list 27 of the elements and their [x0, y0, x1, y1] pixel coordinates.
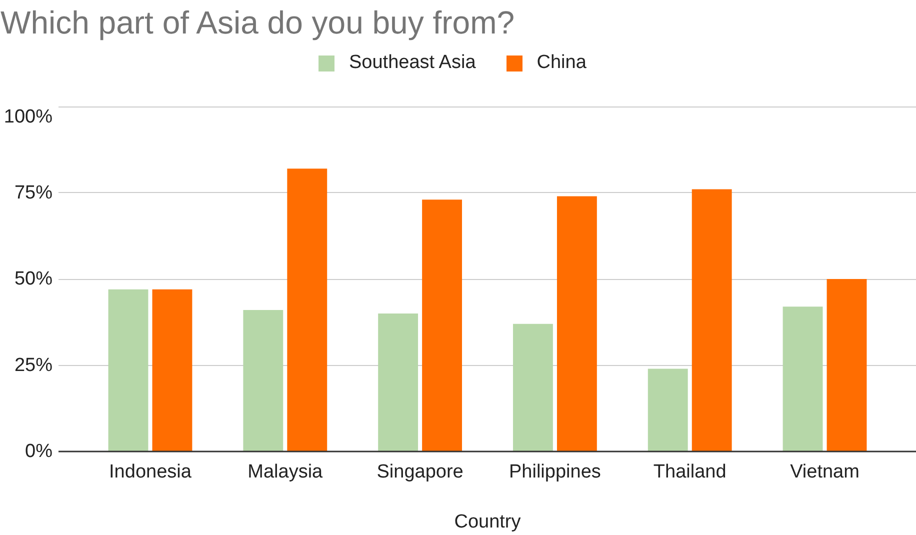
bar [152, 289, 192, 452]
x-tick-label: Malaysia [248, 462, 324, 482]
legend-label: Southeast Asia [349, 52, 476, 74]
chart-title: Which part of Asia do you buy from? [0, 4, 515, 40]
bar [556, 196, 597, 452]
bar [243, 310, 284, 452]
x-tick-label: Vietnam [790, 462, 860, 482]
y-tick-label: 50% [14, 268, 53, 290]
bar [648, 368, 688, 452]
bar [422, 200, 462, 452]
bar [826, 279, 867, 452]
bar [692, 189, 732, 452]
bar [512, 324, 553, 452]
x-tick-label: Philippines [509, 462, 601, 482]
x-axis-title: Country [454, 512, 522, 532]
y-tick-label: 75% [14, 182, 53, 204]
bar [782, 306, 823, 452]
x-tick-label: Indonesia [109, 462, 192, 482]
bar [378, 314, 418, 452]
y-tick-label: 0% [25, 441, 53, 462]
y-tick-label: 100% [4, 106, 53, 128]
x-tick-label: Thailand [653, 462, 726, 482]
bar [108, 289, 148, 452]
y-tick-label: 25% [14, 354, 53, 376]
bar [287, 168, 328, 452]
x-tick-label: Singapore [376, 462, 464, 482]
legend-label: China [536, 52, 586, 74]
